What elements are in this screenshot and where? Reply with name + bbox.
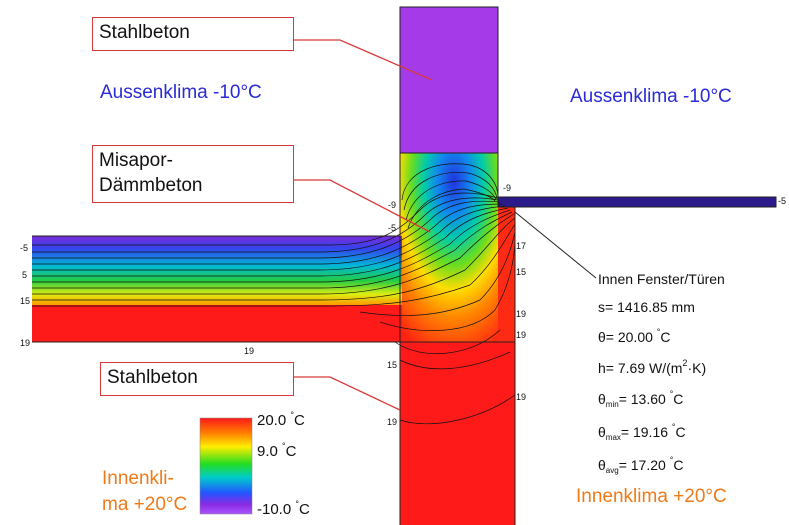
isotherm-label: -9	[388, 200, 397, 210]
info-length: s= 1416.85 mm	[598, 299, 695, 315]
upper-wall-concrete	[400, 7, 498, 153]
isotherm-label: 19	[516, 330, 527, 340]
info-theta: θ= 20.00 °C	[598, 327, 671, 345]
isotherm-label: 15	[387, 360, 398, 370]
isotherm-label: 19	[516, 309, 527, 319]
climate-inside-left-line2: ma +20°C	[102, 494, 188, 515]
isotherm-label: 5	[22, 270, 28, 280]
construction-outlines	[32, 6, 777, 525]
legend-colorbar	[199, 417, 253, 515]
window-frame	[498, 197, 776, 207]
callout-leaders	[294, 39, 433, 411]
info-heat-transfer: h= 7.69 W/(m2·K)	[598, 358, 707, 376]
climate-inside-right: Innenklima +20°C	[576, 486, 727, 507]
isotherm-label: 19	[387, 417, 398, 427]
info-theta-max: θmax= 19.16 °C	[598, 422, 686, 442]
misapor-knot	[400, 153, 498, 343]
isotherm-label: -5	[20, 243, 29, 253]
callout-stahlbeton-bottom: Stahlbeton	[100, 362, 294, 396]
climate-inside-left-line1: Innenkli-	[102, 468, 174, 489]
legend-max-label: 20.0 °C	[257, 410, 305, 429]
callout-stahlbeton-top: Stahlbeton	[92, 17, 294, 51]
isotherm-label: 19	[244, 346, 255, 356]
isotherm-label: -5	[778, 196, 787, 206]
lower-wall-concrete	[400, 342, 515, 525]
callout-misapor-line1: Misapor-	[99, 150, 173, 171]
legend-mid-label: 9.0 °C	[257, 441, 297, 460]
isotherm-label: -9	[503, 183, 512, 193]
info-pointer	[514, 211, 597, 279]
legend-min-label: -10.0 °C	[257, 499, 310, 518]
climate-outside-right: Aussenklima -10°C	[570, 86, 732, 107]
climate-inside-left: Innenkli- ma +20°C	[102, 466, 187, 518]
isotherm-label: 19	[516, 392, 527, 402]
info-title: Innen Fenster/Türen	[598, 271, 725, 287]
isotherm-label: 17	[516, 241, 527, 251]
isotherm-label: 15	[516, 267, 527, 277]
isotherm-label: 19	[20, 338, 31, 348]
slab-warm-zone	[32, 305, 402, 342]
info-theta-min: θmin= 13.60 °C	[598, 389, 684, 409]
callout-misapor-line2: Dämmbeton	[99, 175, 203, 196]
callout-misapor: Misapor- Dämmbeton	[92, 145, 294, 203]
info-theta-avg: θavg= 17.20 °C	[598, 455, 684, 475]
climate-outside-left: Aussenklima -10°C	[100, 82, 262, 103]
isotherm-label: 15	[20, 296, 31, 306]
inner-wall-strip	[498, 200, 515, 343]
isotherm-label: -5	[388, 223, 397, 233]
